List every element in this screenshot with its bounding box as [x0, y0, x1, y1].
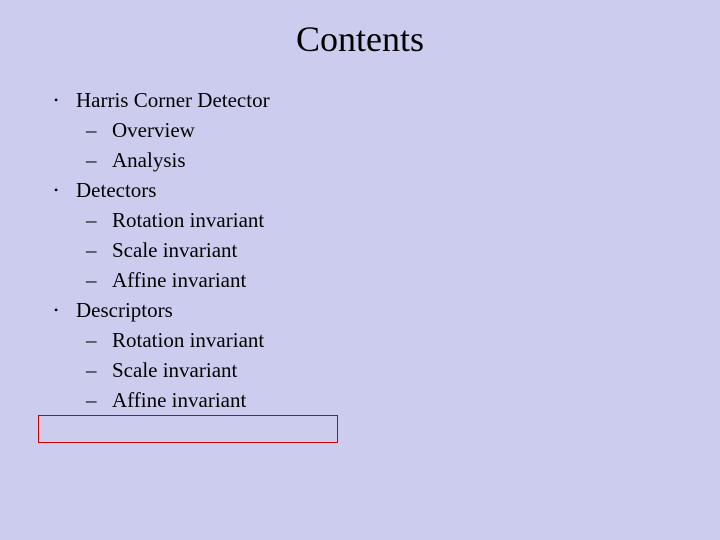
- sub-item: – Analysis: [50, 148, 720, 173]
- sub-item: – Scale invariant: [50, 238, 720, 263]
- sub-item: – Overview: [50, 118, 720, 143]
- dash-icon: –: [86, 388, 112, 413]
- bullet-item: • Descriptors: [50, 298, 720, 323]
- sub-item: – Scale invariant: [50, 358, 720, 383]
- bullet-label: Descriptors: [76, 298, 173, 323]
- dash-icon: –: [86, 148, 112, 173]
- bullet-item: • Detectors: [50, 178, 720, 203]
- dash-icon: –: [86, 238, 112, 263]
- bullet-label: Detectors: [76, 178, 156, 203]
- sub-label: Rotation invariant: [112, 328, 264, 353]
- content-area: • Harris Corner Detector – Overview – An…: [0, 88, 720, 413]
- bullet-item: • Harris Corner Detector: [50, 88, 720, 113]
- dash-icon: –: [86, 118, 112, 143]
- bullet-label: Harris Corner Detector: [76, 88, 270, 113]
- sub-label: Rotation invariant: [112, 208, 264, 233]
- bullet-icon: •: [50, 304, 76, 316]
- bullet-icon: •: [50, 184, 76, 196]
- bullet-icon: •: [50, 94, 76, 106]
- dash-icon: –: [86, 358, 112, 383]
- sub-label: Scale invariant: [112, 358, 237, 383]
- dash-icon: –: [86, 208, 112, 233]
- sub-item: – Rotation invariant: [50, 328, 720, 353]
- sub-item: – Affine invariant: [50, 268, 720, 293]
- sub-label: Analysis: [112, 148, 186, 173]
- slide-title: Contents: [0, 0, 720, 88]
- sub-label: Overview: [112, 118, 195, 143]
- sub-label: Affine invariant: [112, 268, 246, 293]
- dash-icon: –: [86, 268, 112, 293]
- sub-label: Affine invariant: [112, 388, 246, 413]
- dash-icon: –: [86, 328, 112, 353]
- sub-item: – Rotation invariant: [50, 208, 720, 233]
- sub-item: – Affine invariant: [50, 388, 720, 413]
- sub-label: Scale invariant: [112, 238, 237, 263]
- highlight-rectangle: [38, 415, 338, 443]
